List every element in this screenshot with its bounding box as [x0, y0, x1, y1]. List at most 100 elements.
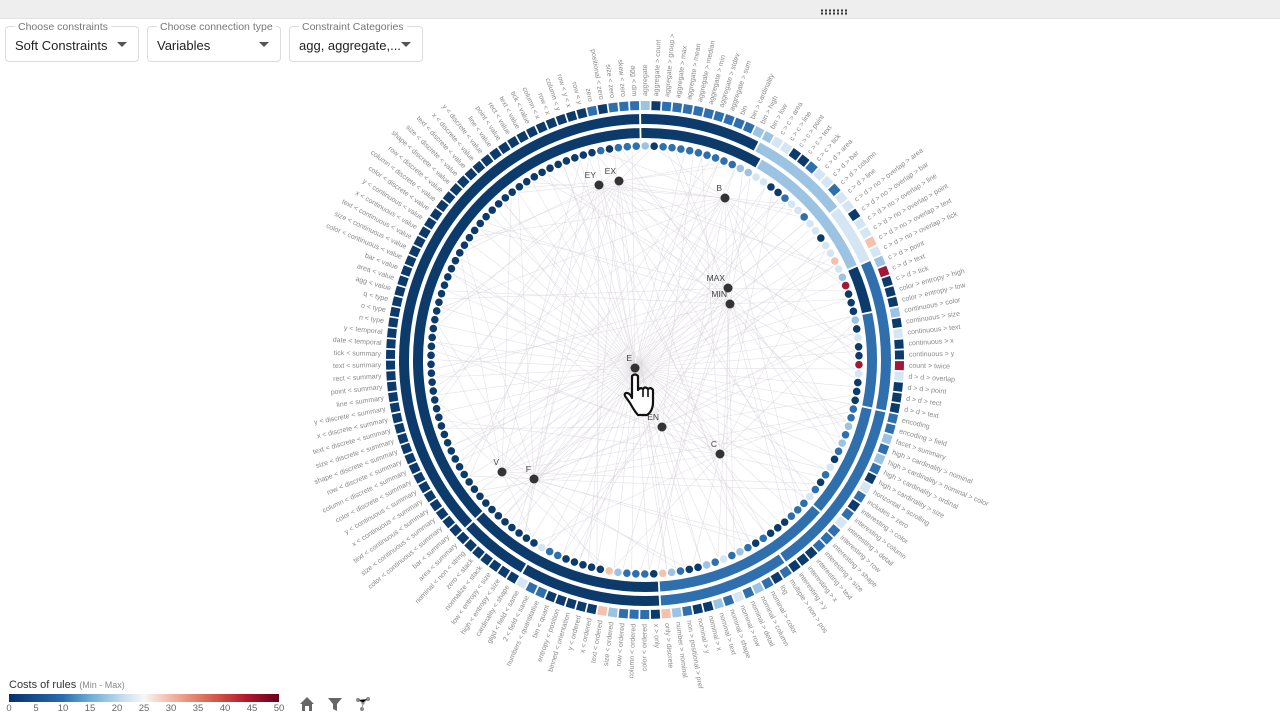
- rule-cell: [619, 101, 629, 112]
- rule-cell: [859, 481, 872, 494]
- variable-node-v[interactable]: V: [493, 457, 507, 477]
- rule-node: [439, 280, 450, 290]
- filter-icon[interactable]: [327, 696, 343, 712]
- rule-cell: [397, 275, 409, 287]
- rule-cost-cells[interactable]: [386, 101, 904, 619]
- rule-cell: [702, 601, 714, 613]
- rule-node: [595, 564, 605, 574]
- rule-node: [773, 523, 783, 533]
- rule-cell: [507, 136, 520, 149]
- rule-cell: [400, 442, 413, 455]
- rule-cell: [464, 539, 477, 552]
- rule-node: [578, 150, 588, 160]
- rule-node: [834, 264, 844, 274]
- rule-cell: [413, 235, 426, 248]
- category-rings[interactable]: [398, 114, 891, 606]
- rule-node: [786, 511, 796, 521]
- rule-cell: [873, 453, 886, 465]
- legend-tick: 0: [6, 703, 12, 714]
- rule-cell: [472, 546, 485, 559]
- rule-node: [758, 177, 769, 187]
- rule-cell: [893, 328, 904, 339]
- rule-cell: [770, 571, 783, 584]
- variable-node-f[interactable]: F: [526, 464, 539, 484]
- rule-label: text < summary: [333, 362, 382, 370]
- rule-cell: [435, 507, 449, 521]
- rule-cell: [618, 608, 629, 619]
- rule-node: [658, 142, 668, 152]
- rule-label: d > d > overlap: [908, 374, 955, 384]
- rule-node: [658, 568, 668, 578]
- rule-cell: [788, 147, 802, 161]
- rule-node: [848, 404, 858, 414]
- rule-node: [537, 167, 547, 177]
- legend-tick: 25: [138, 703, 150, 714]
- rule-node: [743, 543, 753, 553]
- rule-cell: [404, 255, 417, 267]
- variable-node-min[interactable]: MIN: [711, 289, 735, 309]
- rule-cell: [629, 101, 640, 111]
- rule-cell: [413, 471, 426, 484]
- dropdown-choose-connection-type[interactable]: Choose connection type Variables: [147, 22, 281, 62]
- rule-node: [487, 504, 497, 515]
- rule-node: [631, 569, 641, 579]
- variable-node-en[interactable]: EN: [647, 412, 667, 432]
- rule-label: count > twice: [909, 363, 950, 371]
- rule-cell: [386, 349, 396, 359]
- rule-node: [853, 369, 864, 379]
- rule-node: [446, 446, 456, 456]
- rule-node: [787, 199, 797, 209]
- graph-icon[interactable]: [355, 696, 371, 712]
- drag-handle-icon[interactable]: [820, 9, 848, 15]
- rule-cell: [388, 317, 399, 328]
- rule-node: [751, 172, 761, 182]
- rule-node: [426, 359, 436, 369]
- rule-node: [613, 567, 623, 577]
- rule-label: continuous > text: [907, 324, 961, 336]
- dropdown-value: Soft Constraints: [15, 38, 108, 53]
- rule-cell: [545, 590, 557, 603]
- dropdown-choose-constraints[interactable]: Choose constraints Soft Constraints: [5, 22, 139, 62]
- home-icon[interactable]: [299, 696, 315, 712]
- rule-cell: [893, 381, 903, 392]
- variable-node-ex[interactable]: EX: [605, 166, 624, 186]
- variable-label: E: [626, 353, 632, 363]
- rule-node: [727, 550, 737, 561]
- variable-nodes[interactable]: EY EX B MAX MIN E EN C V F: [493, 166, 735, 484]
- rule-node: [514, 528, 524, 538]
- rule-cell: [389, 402, 401, 413]
- dropdown-constraint-categories[interactable]: Constraint Categories agg, aggregate,...: [289, 22, 423, 62]
- rule-cell: [408, 462, 421, 475]
- rule-label: q < type: [363, 291, 389, 304]
- rule-node: [569, 557, 580, 567]
- rule-node: [710, 153, 721, 163]
- rule-node: [853, 377, 863, 388]
- rule-cell: [887, 413, 899, 424]
- rule-cell: [449, 523, 463, 537]
- legend-tick: 15: [84, 703, 96, 714]
- rule-cell: [841, 507, 854, 521]
- variable-node-max[interactable]: MAX: [707, 273, 733, 293]
- rule-label: y < temporal: [344, 325, 384, 336]
- rule-cell: [442, 191, 456, 204]
- rule-cell: [813, 168, 826, 181]
- rule-node: [675, 566, 686, 576]
- variable-node-b[interactable]: B: [716, 183, 730, 203]
- rule-cell: [586, 105, 598, 117]
- rule-cell: [386, 360, 396, 370]
- rule-node: [434, 412, 444, 422]
- rule-node: [649, 569, 659, 579]
- rule-node: [432, 404, 442, 414]
- legend-tick: 40: [219, 703, 231, 714]
- variable-node-ey[interactable]: EY: [585, 170, 604, 190]
- variable-node-c[interactable]: C: [711, 439, 725, 459]
- rule-cell: [853, 217, 867, 230]
- rule-nodes[interactable]: [426, 141, 864, 579]
- rule-node: [837, 438, 847, 448]
- variable-node-e[interactable]: E: [626, 353, 640, 373]
- rule-cell: [525, 581, 538, 594]
- legend-tick: 5: [33, 703, 39, 714]
- rule-cell: [853, 490, 866, 503]
- rule-cell: [703, 108, 715, 120]
